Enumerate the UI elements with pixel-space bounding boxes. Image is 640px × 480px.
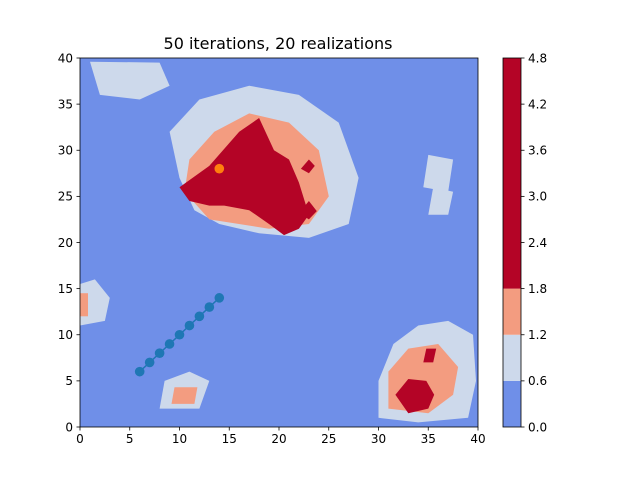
path-point bbox=[214, 293, 225, 303]
chart-title: 50 iterations, 20 realizations bbox=[164, 34, 393, 53]
path-point bbox=[204, 302, 215, 312]
y-tick-label: 10 bbox=[58, 328, 73, 342]
y-tick-label: 5 bbox=[65, 374, 73, 388]
x-tick-label: 40 bbox=[470, 432, 485, 446]
x-tick-label: 5 bbox=[126, 432, 134, 446]
x-tick-label: 10 bbox=[172, 432, 187, 446]
x-tick-label: 35 bbox=[421, 432, 436, 446]
path-point bbox=[194, 311, 205, 322]
plot-area bbox=[80, 58, 478, 427]
contour-region-level-1 bbox=[428, 187, 454, 215]
path-point bbox=[184, 320, 195, 331]
colorbar-tick-label: 3.0 bbox=[528, 190, 547, 204]
path-point bbox=[174, 329, 185, 340]
colorbar-segment bbox=[503, 380, 521, 427]
x-tick-label: 25 bbox=[321, 432, 336, 446]
target-point bbox=[214, 163, 225, 174]
colorbar-segment bbox=[503, 58, 521, 289]
colorbar-tick-label: 3.6 bbox=[528, 144, 547, 158]
path-point bbox=[154, 348, 165, 359]
y-tick-label: 20 bbox=[58, 236, 73, 250]
colorbar-segment bbox=[503, 288, 521, 335]
y-tick-label: 15 bbox=[58, 282, 73, 296]
y-tick-label: 40 bbox=[58, 51, 73, 65]
contour-region-level-2 bbox=[80, 293, 88, 317]
colorbar-tick-label: 4.2 bbox=[528, 97, 547, 111]
path-point bbox=[164, 339, 175, 349]
colorbar-tick-label: 1.8 bbox=[528, 282, 547, 296]
path-point bbox=[134, 366, 145, 377]
colorbar-tick-label: 0.6 bbox=[528, 374, 547, 388]
colorbar-tick-label: 0.0 bbox=[528, 420, 547, 434]
contour-region-level-3 bbox=[300, 159, 315, 174]
colorbar: 0.0 0.6 1.2 1.8 2.4 3.0 3.6 4.2 4.8 bbox=[502, 51, 547, 434]
x-tick-label: 0 bbox=[76, 432, 84, 446]
colorbar-tick-label: 1.2 bbox=[528, 328, 547, 342]
x-tick-label: 30 bbox=[371, 432, 386, 446]
contour-region-level-2 bbox=[171, 387, 198, 404]
axes: 0 5 10 15 20 25 30 35 40 0 5 10 15 20 25 30 35 40 bbox=[58, 51, 486, 446]
contour-region-level-1 bbox=[90, 61, 170, 100]
colorbar-tick-label: 2.4 bbox=[528, 236, 547, 250]
path-point bbox=[144, 357, 155, 368]
colorbar-tick-label: 4.8 bbox=[528, 51, 547, 65]
x-tick-label: 20 bbox=[271, 432, 286, 446]
y-tick-label: 0 bbox=[65, 420, 73, 434]
colorbar-segment bbox=[503, 334, 521, 381]
x-tick-label: 15 bbox=[222, 432, 237, 446]
contour-region-level-3 bbox=[423, 348, 437, 363]
contour-region-level-3 bbox=[298, 201, 317, 220]
y-tick-label: 25 bbox=[58, 190, 73, 204]
contour-region-level-1 bbox=[423, 154, 454, 192]
y-tick-label: 35 bbox=[58, 97, 73, 111]
y-tick-label: 30 bbox=[58, 144, 73, 158]
contour-region-level-3 bbox=[395, 379, 435, 414]
contour-region-level-3 bbox=[179, 118, 309, 236]
